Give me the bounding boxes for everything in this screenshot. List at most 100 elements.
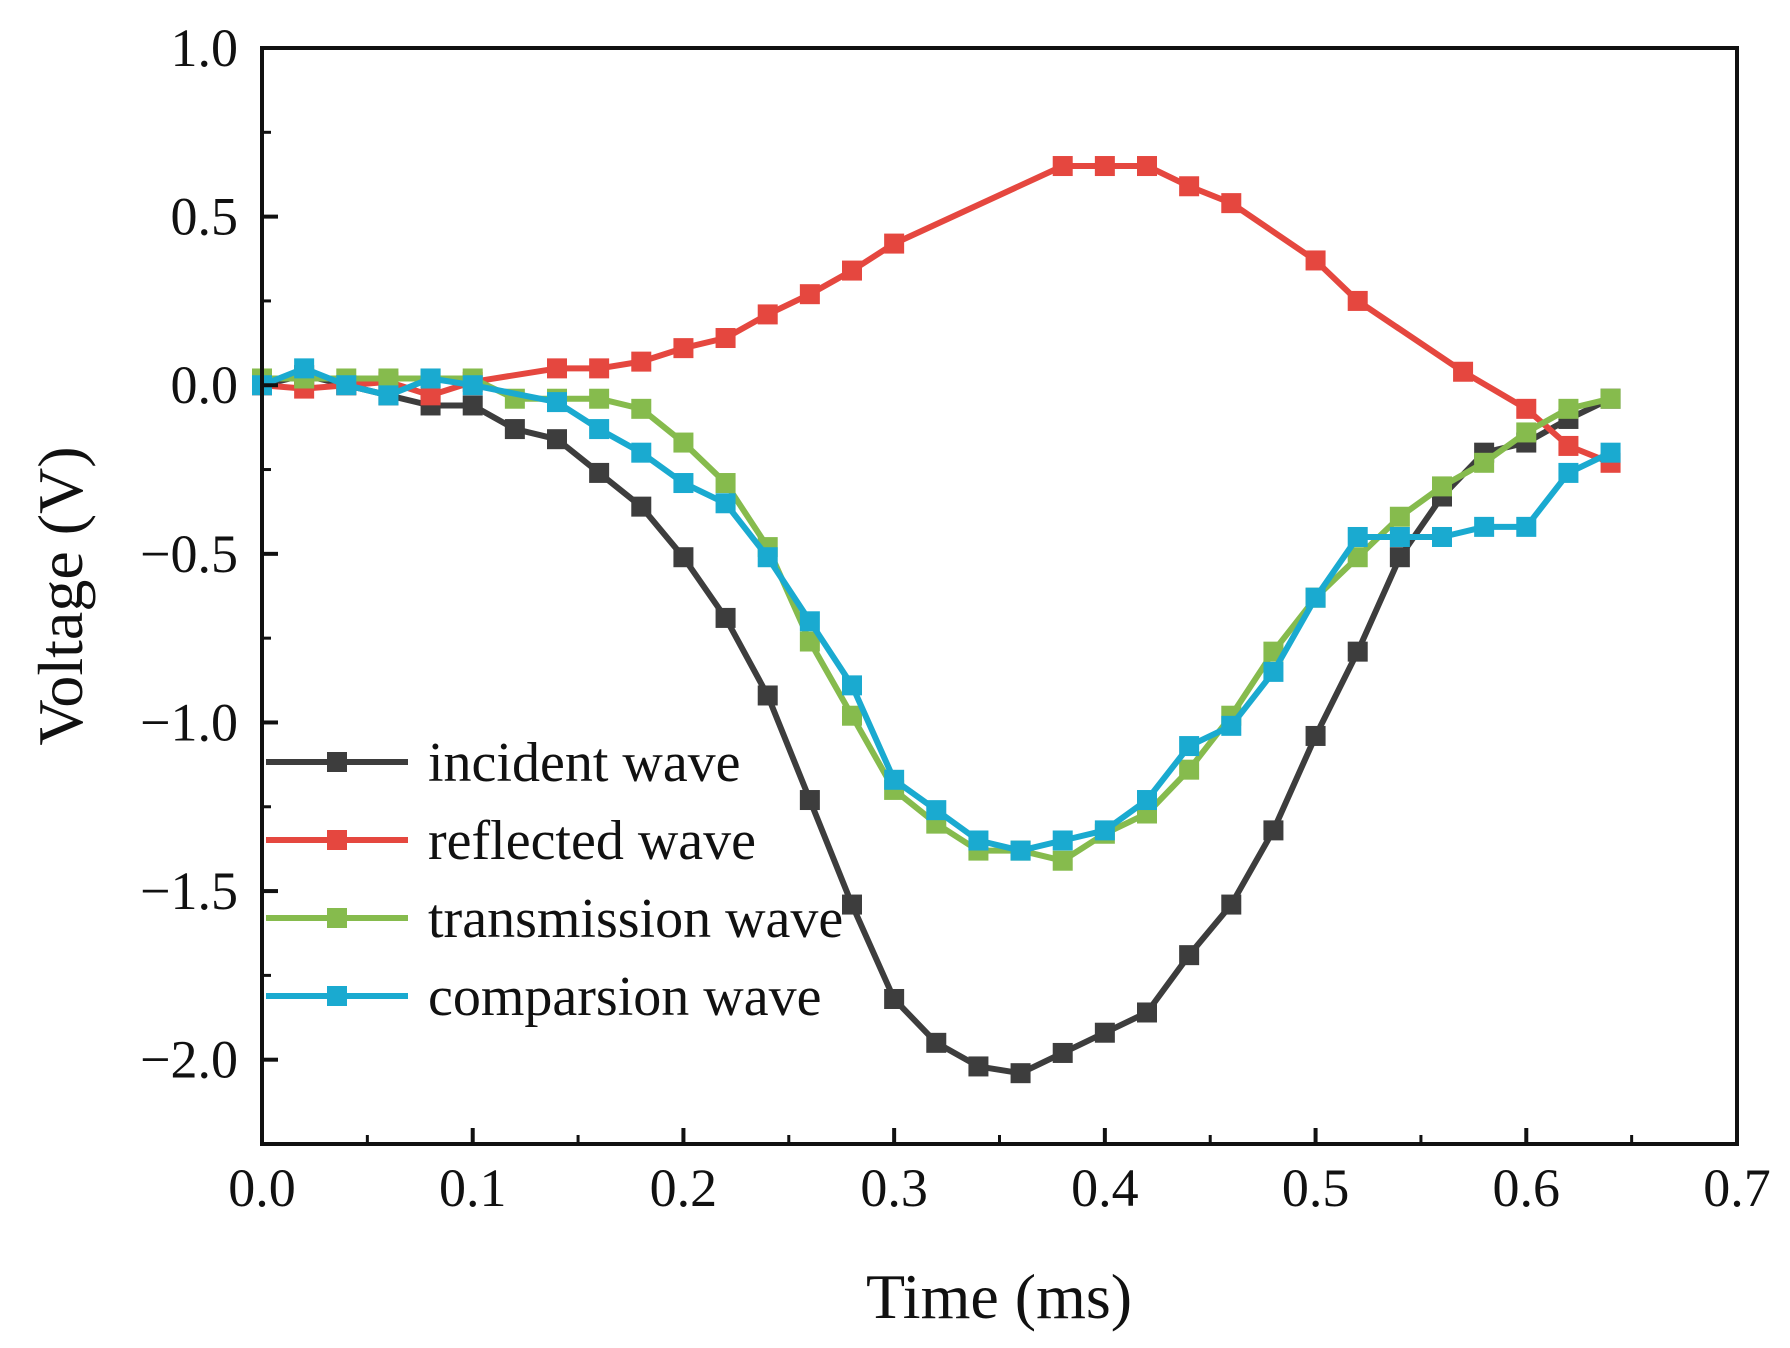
- data-point: [1432, 476, 1452, 497]
- series-comparsion-wave: [252, 358, 1621, 861]
- legend-marker: [327, 908, 347, 928]
- data-point: [547, 429, 567, 450]
- data-point: [631, 496, 652, 517]
- data-point: [1263, 820, 1284, 841]
- x-tick-label: 0.7: [1703, 1158, 1771, 1218]
- legend-marker: [327, 986, 347, 1006]
- data-point: [1137, 790, 1157, 811]
- data-point: [1558, 398, 1579, 419]
- data-point: [926, 800, 947, 821]
- data-point: [294, 358, 315, 379]
- legend-label: reflected wave: [428, 810, 756, 872]
- data-point: [1179, 176, 1200, 197]
- legend-label: incident wave: [428, 732, 741, 794]
- data-point: [1600, 388, 1621, 409]
- data-point: [799, 611, 820, 632]
- data-point: [757, 304, 778, 325]
- data-point: [1094, 820, 1115, 841]
- data-point: [1263, 641, 1284, 662]
- series-layer: [252, 156, 1621, 1084]
- y-tick-label: −0.5: [140, 524, 238, 584]
- data-point: [1558, 435, 1579, 456]
- x-axis-title: Time (ms): [866, 1261, 1132, 1332]
- data-point: [673, 547, 694, 568]
- data-point: [1305, 587, 1326, 608]
- series-line: [261, 163, 1612, 466]
- axis-ticks: [260, 46, 1739, 1144]
- data-point: [378, 368, 399, 389]
- data-point: [799, 284, 820, 305]
- data-point: [462, 375, 483, 396]
- data-point: [1389, 526, 1410, 547]
- data-point: [926, 1032, 947, 1053]
- data-point: [1137, 156, 1157, 177]
- data-point: [673, 473, 694, 494]
- data-point: [504, 419, 525, 440]
- data-point: [1221, 715, 1242, 736]
- data-point: [1263, 661, 1284, 682]
- data-point: [842, 260, 862, 281]
- data-point: [1010, 840, 1031, 861]
- data-point: [842, 675, 862, 696]
- data-point: [1347, 641, 1368, 662]
- data-point: [631, 442, 652, 463]
- x-tick-label: 0.0: [228, 1158, 296, 1218]
- y-tick-label: 1.0: [171, 18, 239, 78]
- data-point: [378, 385, 399, 406]
- data-point: [842, 894, 862, 915]
- legend-label: comparsion wave: [428, 966, 821, 1028]
- data-point: [589, 462, 610, 483]
- data-point: [336, 375, 357, 396]
- data-point: [589, 388, 610, 409]
- x-tick-label: 0.4: [1071, 1158, 1139, 1218]
- data-point: [631, 351, 652, 372]
- y-tick-label: −1.5: [140, 861, 238, 921]
- data-point: [1474, 516, 1495, 537]
- x-tick-label: 0.5: [1282, 1158, 1350, 1218]
- series-transmission-wave: [252, 368, 1621, 871]
- data-point: [673, 432, 694, 453]
- data-point: [1179, 736, 1200, 757]
- y-tick-label: 0.0: [171, 355, 239, 415]
- data-point: [715, 473, 736, 494]
- data-point: [420, 368, 441, 389]
- data-point: [1094, 156, 1115, 177]
- data-point: [1305, 725, 1326, 746]
- data-point: [1516, 422, 1537, 443]
- data-point: [715, 328, 736, 349]
- data-point: [462, 395, 483, 416]
- y-tick-label: 0.5: [171, 187, 239, 247]
- data-point: [1052, 1042, 1073, 1063]
- legend: incident wave reflected wave transmission …: [266, 732, 843, 1028]
- data-point: [631, 398, 652, 419]
- data-point: [715, 493, 736, 514]
- data-point: [1347, 526, 1368, 547]
- data-point: [799, 790, 820, 811]
- data-point: [589, 358, 610, 379]
- y-tick-label: −2.0: [140, 1030, 238, 1090]
- legend-marker: [327, 830, 347, 850]
- data-point: [547, 358, 567, 379]
- data-point: [1558, 462, 1579, 483]
- data-point: [968, 830, 989, 851]
- data-point: [799, 631, 820, 652]
- data-point: [673, 338, 694, 359]
- data-point: [884, 769, 905, 790]
- data-point: [1516, 516, 1537, 537]
- data-point: [1305, 250, 1326, 271]
- data-point: [1179, 945, 1200, 966]
- data-point: [757, 547, 778, 568]
- data-point: [589, 419, 610, 440]
- x-tick-label: 0.1: [439, 1158, 507, 1218]
- y-axis-title: Voltage (V): [25, 446, 96, 745]
- data-point: [1600, 442, 1621, 463]
- data-point: [1137, 1002, 1157, 1023]
- data-point: [1474, 452, 1495, 473]
- data-point: [1516, 398, 1537, 419]
- data-point: [1179, 759, 1200, 780]
- data-point: [1010, 1063, 1031, 1084]
- data-point: [1389, 547, 1410, 568]
- data-point: [1052, 156, 1073, 177]
